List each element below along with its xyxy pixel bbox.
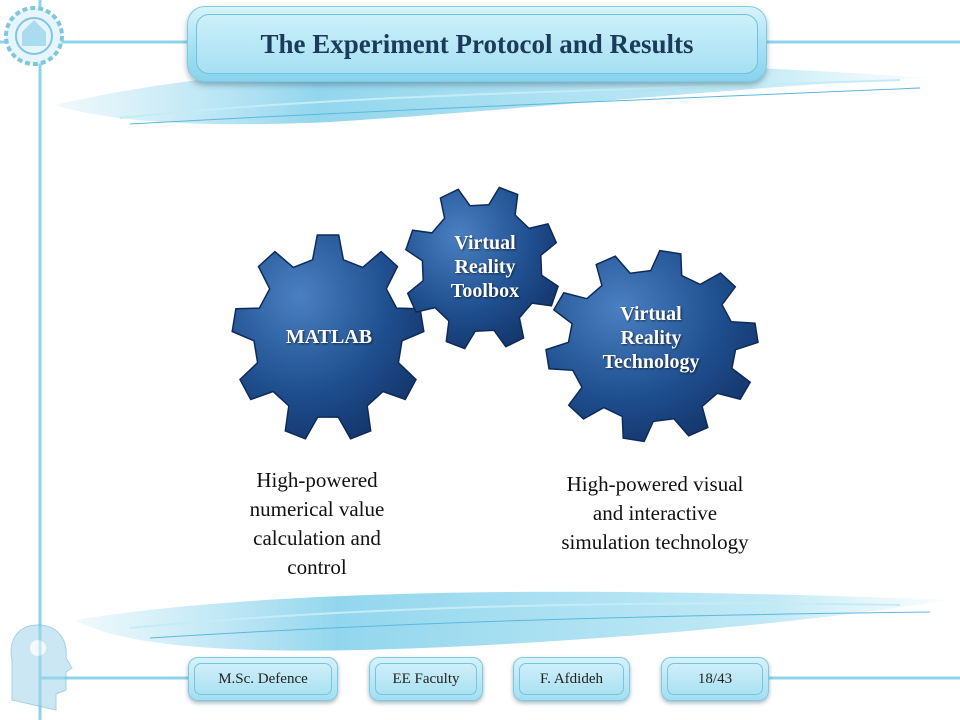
technology-gear-icon [545,249,759,443]
university-logo-icon [4,6,64,66]
matlab-gear-label: MATLAB [258,325,400,349]
technology-description-line-3: simulation technology [561,530,749,554]
footer-faculty: EE Faculty [375,663,477,695]
footer-author-box: F. Afdideh [513,657,630,701]
matlab-label-text: MATLAB [285,326,373,348]
technology-description: High-powered visual and interactive simu… [530,470,780,557]
matlab-description: High-powered numerical value calculation… [207,466,427,582]
toolbox-gear-label: Virtual Reality Toolbox [432,231,538,303]
footer-author: F. Afdideh [519,663,624,695]
title-banner-inner: The Experiment Protocol and Results [196,14,758,74]
slide-title: The Experiment Protocol and Results [260,28,694,59]
matlab-description-line-2: numerical value [249,497,385,521]
toolbox-label-line-1: Virtual [454,232,516,254]
footer-page-number-box: 18/43 [661,657,769,701]
technology-gear-label: Virtual Reality Technology [580,302,722,374]
matlab-description-line-1: High-powered [256,468,378,492]
title-banner: The Experiment Protocol and Results [187,6,767,82]
head-silhouette-icon [10,624,73,711]
gear-tech-shape [545,249,759,443]
footer-page-number: 18/43 [667,663,763,695]
matlab-description-line-3: calculation and [253,526,381,550]
toolbox-label-line-2: Reality [454,256,516,278]
gear-matlab-shape [231,234,425,440]
technology-description-line-1: High-powered visual [566,472,744,496]
technology-description-line-2: and interactive [592,501,718,525]
footer-degree: M.Sc. Defence [194,663,332,695]
toolbox-label-line-3: Toolbox [450,280,520,302]
technology-label-line-2: Reality [620,327,682,349]
toolbox-gear-icon [405,186,559,350]
matlab-gear-icon [231,234,425,440]
technology-label-line-3: Technology [602,351,700,373]
gear-toolbox-shape [405,186,559,350]
footer-faculty-box: EE Faculty [369,657,483,701]
matlab-description-line-4: control [287,555,347,579]
technology-label-line-1: Virtual [620,303,682,325]
footer-degree-box: M.Sc. Defence [188,657,338,701]
